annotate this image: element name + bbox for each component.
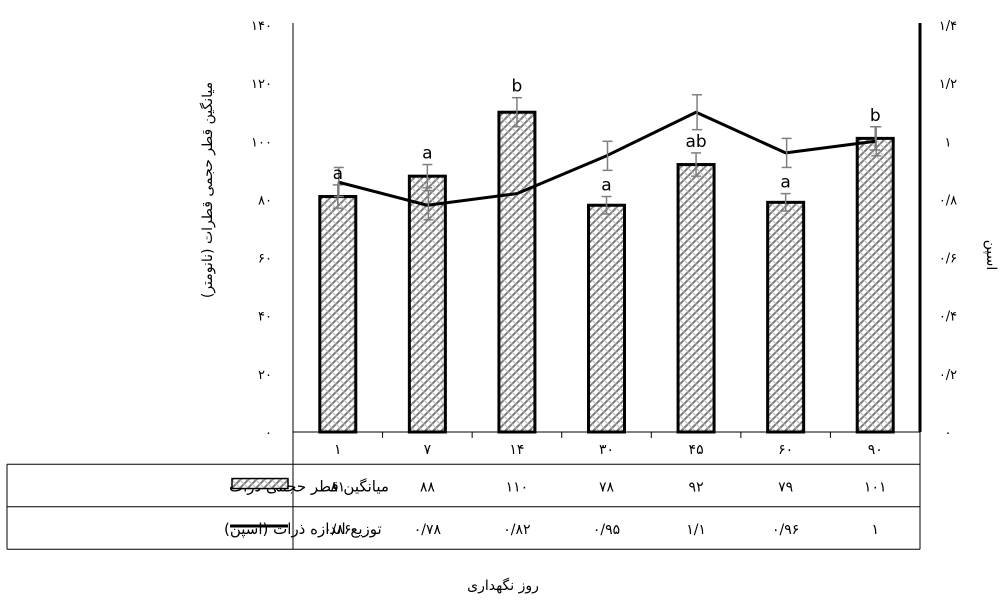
significance-letter: a [333,164,343,184]
significance-letter: ab [685,132,706,152]
table-cell-line-value: ۰/۸۲ [503,522,530,538]
legend-swatch-bar [231,477,289,490]
table-cell-bar-value: ۸۱ [330,479,345,495]
x-axis-title: روز نگهداری [467,577,539,594]
x-category-label: ۷ [424,442,432,458]
left-y-tick-label: ۱۰۰ [251,135,272,150]
x-category-label: ۶۰ [778,442,793,458]
bar [318,195,358,434]
right-y-tick-label: ۰ [945,426,952,441]
x-category-label: ۳۰ [599,442,614,458]
left-y-axis-title: میانگین قطر حجمی قطرات (نانومتر) [199,82,216,298]
right-y-tick-label: ۰/۸ [939,193,957,208]
x-category-label: ۱ [334,442,342,458]
table-cell-line-value: ۰/۸۶ [324,522,351,538]
bar [766,200,806,434]
table-cell-bar-value: ۷۸ [599,479,615,495]
bar [497,110,537,434]
left-y-tick-label: ۰ [265,426,272,441]
legend-label-line: توزیع اندازه ذرات (اسپن) [224,520,382,539]
significance-letter: a [601,176,611,196]
table-cell-line-value: ۱/۱ [686,522,706,538]
bar [676,163,716,434]
significance-letter: a [422,144,432,164]
x-category-label: ۴۵ [689,442,704,458]
significance-letter: b [870,106,881,126]
left-y-tick-label: ۴۰ [258,310,272,325]
bar [407,174,447,434]
right-y-tick-label: ۱/۴ [939,19,957,34]
bar [587,203,626,434]
significance-letter: b [512,77,523,97]
right-y-tick-label: ۱ [945,135,952,150]
table-cell-line-value: ۰/۷۸ [414,522,442,538]
table-cell-line-value: ۰/۹۵ [593,522,620,538]
table-cell-line-value: ۰/۹۶ [772,522,799,538]
left-y-tick-label: ۱۴۰ [251,19,272,34]
table-cell-line-value: ۱ [871,522,879,538]
significance-letter: a [780,173,790,193]
left-y-tick-label: ۲۰ [258,368,272,383]
table-cell-bar-value: ۸۸ [420,479,436,495]
table-cell-bar-value: ۱۰۱ [864,479,887,495]
bar [855,136,895,434]
right-y-tick-label: ۰/۲ [939,368,957,383]
table-cell-bar-value: ۹۲ [689,479,704,495]
x-category-label: ۹۰ [868,442,883,458]
left-y-tick-label: ۸۰ [258,193,272,208]
table-cell-bar-value: ۱۱۰ [506,479,529,495]
left-y-tick-label: ۶۰ [258,252,272,267]
span-line [337,110,876,207]
right-y-axis-title: اسپن [983,240,999,271]
left-y-tick-label: ۱۲۰ [251,77,272,92]
right-y-tick-label: ۰/۶ [939,252,957,267]
right-y-tick-label: ۰/۴ [939,310,957,325]
x-category-label: ۱۴ [509,442,524,458]
right-y-tick-label: ۱/۲ [939,77,957,92]
table-cell-bar-value: ۷۹ [778,479,793,495]
